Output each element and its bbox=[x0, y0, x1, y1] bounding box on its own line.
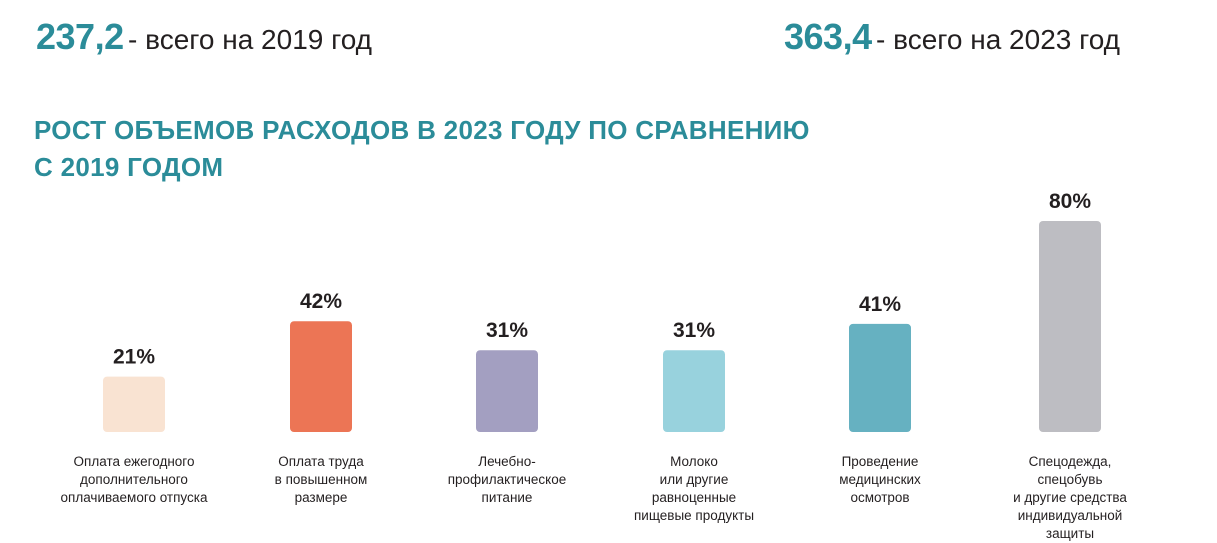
bar-value-label-5: 41% bbox=[859, 293, 901, 316]
bar-1 bbox=[103, 376, 165, 432]
stat-2023-value: 363,4 bbox=[784, 16, 872, 57]
bar-3 bbox=[476, 350, 538, 432]
bar-value-label-2: 42% bbox=[300, 290, 342, 313]
category-label-6: Спецодежда, спецобувь и другие средства … bbox=[1013, 454, 1127, 541]
stat-2023-text: - всего на 2023 год bbox=[876, 24, 1121, 55]
stat-2019-text: - всего на 2019 год bbox=[128, 24, 373, 55]
stat-2019: 237,2 - всего на 2019 год bbox=[36, 16, 372, 58]
bar-value-label-1: 21% bbox=[113, 346, 155, 369]
bar-2 bbox=[290, 321, 352, 432]
stat-2023: 363,4 - всего на 2023 год bbox=[784, 16, 1120, 58]
bar-value-label-3: 31% bbox=[486, 319, 528, 342]
category-label-3: Лечебно- профилактическое питание bbox=[447, 454, 567, 505]
category-label-5: Проведение медицинских осмотров bbox=[839, 454, 921, 505]
chart-title: РОСТ ОБЪЕМОВ РАСХОДОВ В 2023 ГОДУ ПО СРА… bbox=[34, 112, 810, 186]
stat-2019-value: 237,2 bbox=[36, 16, 124, 57]
category-label-4: Молоко или другие равноценные пищевые пр… bbox=[633, 454, 755, 523]
chart-title-line-1: РОСТ ОБЪЕМОВ РАСХОДОВ В 2023 ГОДУ ПО СРА… bbox=[34, 115, 810, 145]
chart-title-line-2: С 2019 ГОДОМ bbox=[34, 152, 224, 182]
category-label-1: Оплата ежегодного дополнительного оплачи… bbox=[60, 454, 208, 505]
bar-5 bbox=[849, 323, 911, 432]
bar-6 bbox=[1039, 221, 1101, 432]
bar-value-label-4: 31% bbox=[673, 319, 715, 342]
category-label-2: Оплата труда в повышенном размере bbox=[274, 454, 368, 505]
bar-value-label-6: 80% bbox=[1049, 190, 1091, 213]
bar-4 bbox=[663, 350, 725, 432]
